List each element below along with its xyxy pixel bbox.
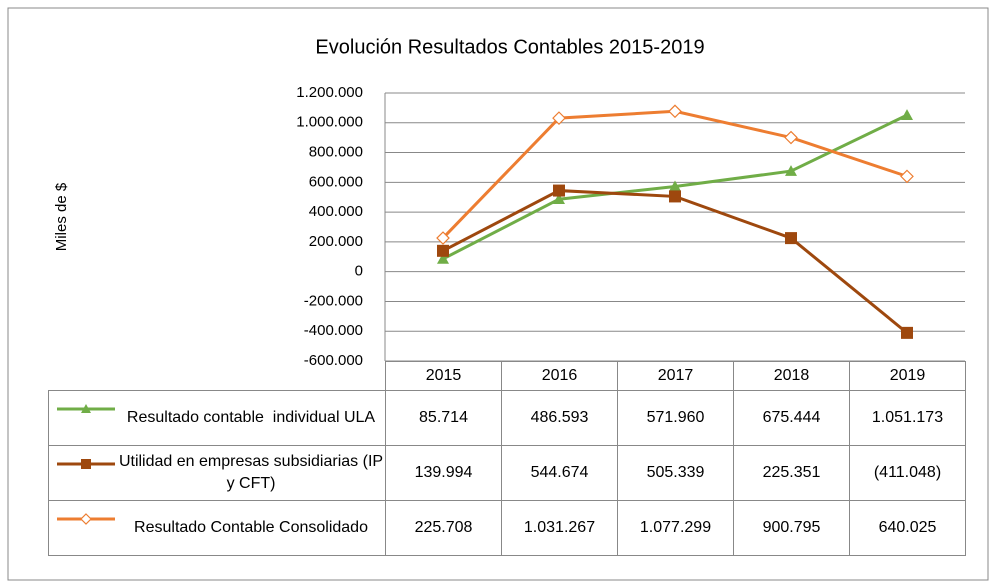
marker (81, 404, 91, 413)
y-tick-label: 0 (355, 263, 363, 280)
table-value-cell: 225.351 (733, 445, 850, 501)
table-header-cell: 2016 (501, 361, 618, 391)
marker (81, 459, 91, 469)
table-value-cell: 571.960 (617, 390, 734, 446)
marker (553, 184, 565, 197)
marker (669, 180, 681, 192)
marker (669, 190, 681, 203)
y-tick-label: 600.000 (309, 173, 363, 190)
y-axis-label: Miles de $ (53, 182, 70, 251)
y-tick-label: -200.000 (304, 292, 363, 309)
marker (785, 232, 797, 245)
marker (553, 193, 565, 205)
table-value-cell: 486.593 (501, 390, 618, 446)
chart-title: Evolución Resultados Contables 2015-2019 (315, 36, 704, 58)
legend-cell: Resultado contable individual ULA (48, 390, 386, 446)
marker (901, 109, 913, 120)
marker (436, 231, 450, 245)
y-tick-label: 800.000 (309, 144, 363, 161)
table-value-cell: 225.708 (385, 500, 502, 556)
table-value-cell: 1.031.267 (501, 500, 618, 556)
marker (80, 513, 92, 525)
table-value-cell: 544.674 (501, 445, 618, 501)
table-header-cell: 2019 (849, 361, 966, 391)
legend-icon (57, 404, 115, 413)
marker (901, 326, 913, 339)
legend-label: Resultado contable individual ULA (126, 409, 376, 426)
table-value-cell: 139.994 (385, 445, 502, 501)
table-value-cell: 640.025 (849, 500, 966, 556)
table-value-cell: (411.048) (849, 445, 966, 501)
chart-border (7, 7, 989, 581)
y-tick-label: 1.000.000 (296, 114, 363, 131)
legend-label: Resultado Contable Consolidado (134, 519, 368, 536)
y-tick-label: -600.000 (304, 352, 363, 369)
table-header-cell: 2015 (385, 361, 502, 391)
marker (785, 165, 797, 176)
marker (900, 169, 914, 184)
marker (784, 130, 798, 145)
y-tick-label: 1.200.000 (296, 84, 363, 101)
table-value-cell: 900.795 (733, 500, 850, 556)
y-tick-label: -400.000 (304, 322, 363, 339)
marker (437, 252, 449, 264)
legend-icon (57, 459, 115, 469)
table-value-cell: 1.077.299 (617, 500, 734, 556)
table-value-cell: 85.714 (385, 390, 502, 446)
table-value-cell: 675.444 (733, 390, 850, 446)
y-tick-label: 400.000 (309, 203, 363, 220)
table-header-cell: 2017 (617, 361, 734, 391)
table-value-cell: 505.339 (617, 445, 734, 501)
legend-label: Utilidad en empresas subsidiarias (IP y … (118, 453, 388, 492)
marker (552, 111, 566, 125)
marker (668, 104, 682, 119)
legend-icon (57, 513, 115, 525)
marker (437, 244, 449, 257)
y-tick-label: 200.000 (309, 233, 363, 250)
table-value-cell: 1.051.173 (849, 390, 966, 446)
legend-cell: Utilidad en empresas subsidiarias (IP y … (48, 445, 386, 501)
table-header-cell: 2018 (733, 361, 850, 391)
legend-cell: Resultado Contable Consolidado (48, 500, 386, 556)
